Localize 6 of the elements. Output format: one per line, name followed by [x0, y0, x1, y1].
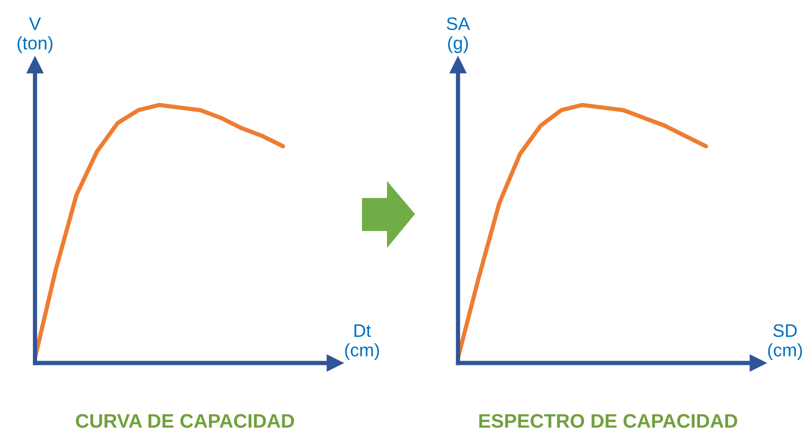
x-axis-title: Dt (cm)	[345, 324, 379, 360]
x-axis-title: SD (cm)	[768, 324, 802, 360]
text: CURVA DE CAPACIDAD	[76, 414, 294, 428]
y-axis-title: V (ton)	[18, 17, 52, 54]
text: ESPECTRO DE CAPACIDAD	[479, 414, 738, 428]
y-axis-title: SA (g)	[446, 17, 470, 54]
